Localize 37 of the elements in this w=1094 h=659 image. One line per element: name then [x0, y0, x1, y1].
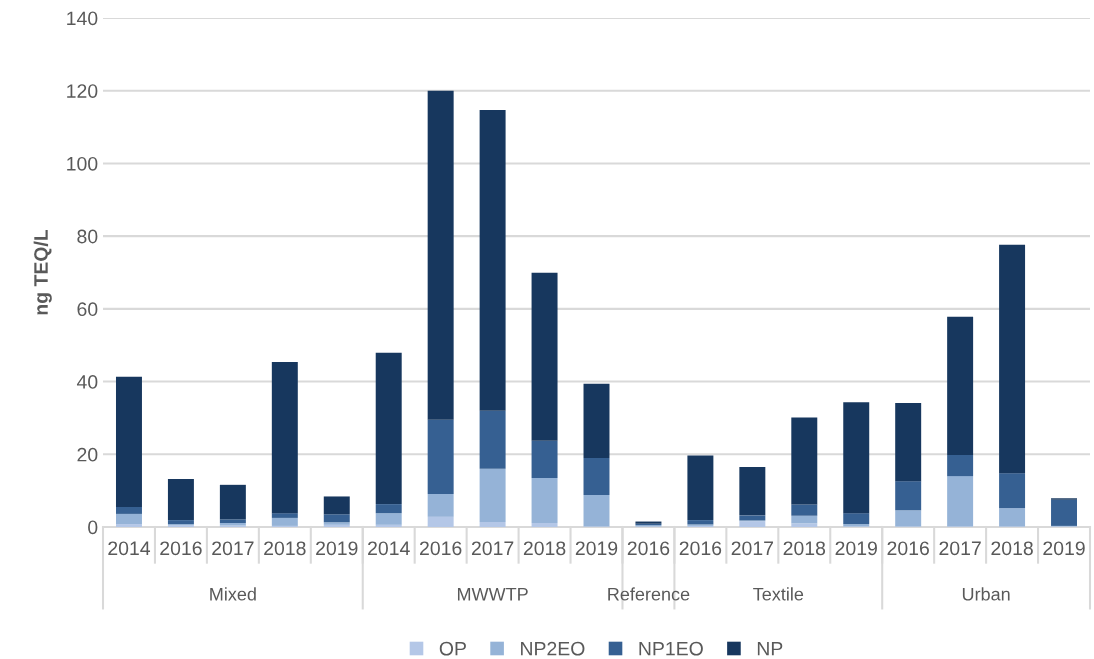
x-tick-label: 2019: [1043, 541, 1085, 556]
text: MWWTP: [457, 587, 528, 601]
x-tick-label: 2016: [627, 541, 670, 556]
y-tick-label: 60: [77, 302, 98, 317]
x-tick-label: 2016: [160, 541, 202, 556]
x-tick-label: 2018: [264, 541, 306, 556]
x-tick-label: 2018: [991, 541, 1033, 556]
x-tick-label: 2017: [212, 541, 254, 556]
y-tick-label: 80: [77, 229, 98, 244]
x-tick-label: 2017: [939, 541, 981, 556]
x-tick-label: 2017: [731, 541, 773, 556]
text: Reference: [608, 587, 690, 601]
legend-label: NP1EO: [639, 641, 703, 656]
y-tick-label: 0: [88, 520, 98, 535]
legend-label: NP2EO: [521, 641, 585, 656]
y-axis-title: ng TEQ/L: [33, 229, 52, 315]
legend-label: OP: [439, 641, 466, 656]
x-tick-label: 2016: [887, 541, 929, 556]
x-tick-label: 2018: [783, 541, 826, 556]
x-tick-label: 2017: [471, 541, 514, 556]
x-tick-label: 2018: [523, 541, 566, 556]
x-tick-label: 2019: [316, 541, 358, 556]
x-tick-label: 2016: [679, 541, 722, 556]
x-tick-label: 2019: [575, 541, 618, 556]
y-tick-label: 20: [77, 447, 98, 462]
x-tick-label: 2016: [420, 541, 462, 556]
text: Mixed: [210, 587, 256, 601]
x-tick-label: 2019: [835, 541, 877, 556]
x-tick-label: 2014: [108, 541, 151, 556]
y-tick-label: 140: [67, 11, 98, 26]
text: Textile: [753, 587, 804, 601]
y-tick-label: 100: [67, 156, 98, 171]
legend-label: NP: [757, 641, 783, 656]
y-tick-label: 40: [76, 375, 98, 389]
text: Urban: [962, 587, 1010, 601]
y-tick-label: 120: [67, 84, 98, 98]
x-tick-label: 2014: [368, 541, 410, 556]
